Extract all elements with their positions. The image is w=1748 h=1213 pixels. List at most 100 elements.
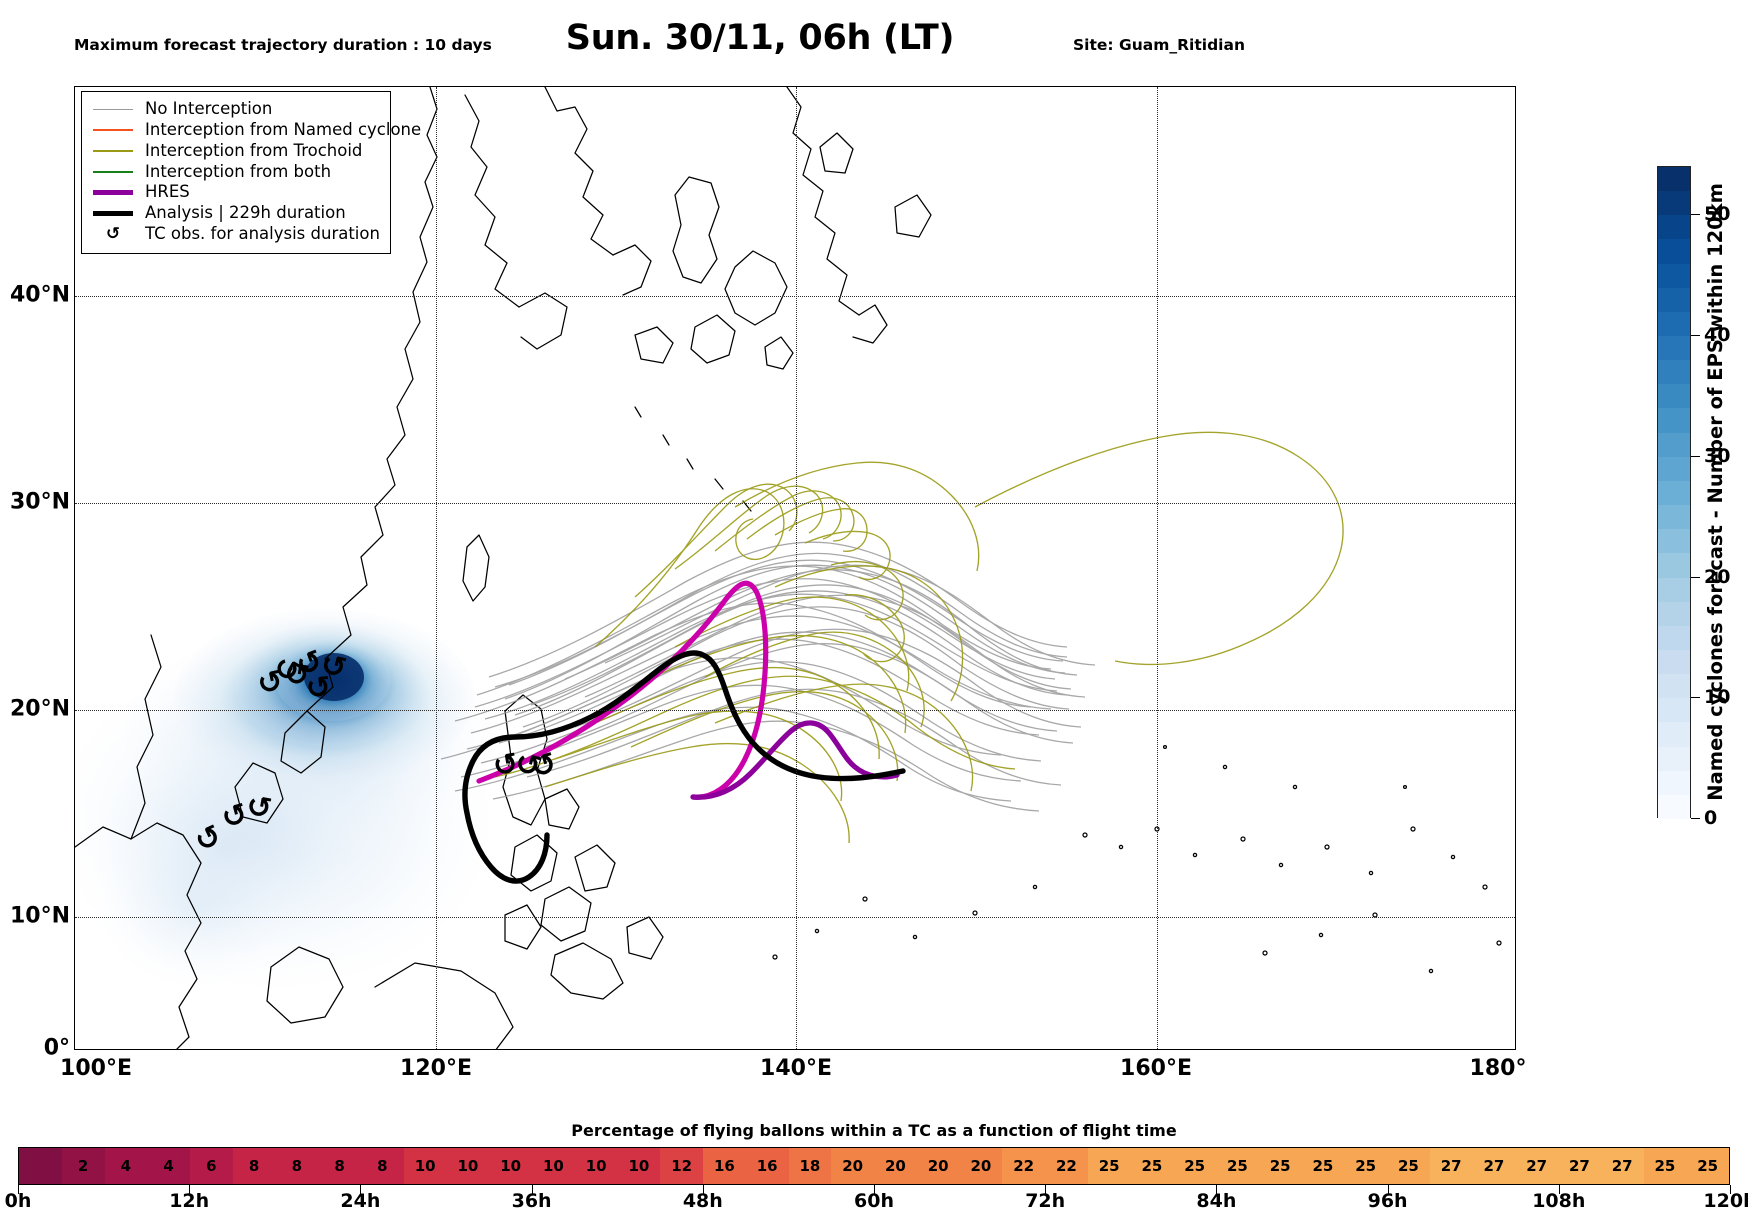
eps-colorbar-segment xyxy=(1658,625,1690,650)
tc-percentage-cell: 8 xyxy=(275,1148,319,1184)
tc-percentage-tick-label: 72h xyxy=(1025,1190,1066,1212)
tc-percentage-tick-label: 12h xyxy=(169,1190,210,1212)
eps-colorbar-segment xyxy=(1658,577,1690,602)
tc-percentage-cell: 27 xyxy=(1429,1148,1473,1184)
eps-colorbar-title: Named cyclones forecast - Number of EPS … xyxy=(1703,183,1727,801)
map-legend[interactable]: No Interception Interception from Named … xyxy=(81,91,421,254)
tc-percentage-tick xyxy=(1558,1185,1560,1194)
tc-percentage-cell: 25 xyxy=(1216,1148,1259,1184)
ytick-label-30N: 30°N xyxy=(9,489,70,514)
legend-item-no-interception[interactable]: No Interception xyxy=(91,99,381,120)
header-line-max-duration: Maximum forecast trajectory duration : 1… xyxy=(74,36,492,55)
legend-label-no-interception: No Interception xyxy=(145,99,273,119)
eps-colorbar-tick xyxy=(1691,335,1700,337)
tc-percentage-cell: 2 xyxy=(61,1148,105,1184)
tc-percentage-tick-label: 108h xyxy=(1532,1190,1586,1212)
coastlines xyxy=(75,87,1502,1049)
tc-percentage-tick-label: 60h xyxy=(854,1190,894,1212)
eps-colorbar-segment xyxy=(1658,674,1690,699)
tc-percentage-tick-label: 84h xyxy=(1196,1190,1237,1212)
tc-percentage-cell: 22 xyxy=(1045,1148,1088,1184)
tc-percentage-cell: 25 xyxy=(1344,1148,1387,1184)
legend-label-both: Interception from both xyxy=(145,161,332,181)
map-plot-area[interactable]: ↺ ↺ ↺ ↺ ↺ ↺ ↺ ↺ ↺ ↺ ↺ ↺ xyxy=(74,86,1516,1050)
eps-colorbar-tick-label: 50 xyxy=(1704,203,1731,226)
legend-item-analysis[interactable]: Analysis | 229h duration xyxy=(91,203,381,224)
gridline-lon-140 xyxy=(796,87,797,1049)
tc-obs-icon: ↺ xyxy=(105,223,121,244)
eps-colorbar-segment xyxy=(1658,480,1690,506)
xtick-label-160E: 160°E xyxy=(1120,1056,1192,1081)
eps-colorbar-segment xyxy=(1658,408,1690,433)
tc-percentage-tick-label: 48h xyxy=(682,1190,723,1212)
tc-percentage-tick xyxy=(702,1185,704,1194)
tc-percentage-tick-label: 120h xyxy=(1703,1190,1748,1212)
tc-percentage-colorbar[interactable]: 2 4 4 6 8 8 8 8 10 10 10 10 10 10 12 16 16 18 20 20 20 20 22 22… xyxy=(18,1147,1731,1194)
eps-colorbar[interactable]: 0 10 20 30 40 50 xyxy=(1657,166,1730,829)
svg-text:↺: ↺ xyxy=(244,788,275,827)
eps-colorbar-segment xyxy=(1658,263,1690,288)
legend-label-tc-obs: TC obs. for analysis duration xyxy=(145,223,380,243)
xtick-label-100E: 100°E xyxy=(60,1056,132,1081)
legend-item-tc-obs[interactable]: ↺ TC obs. for analysis duration xyxy=(91,224,381,245)
eps-colorbar-gradient xyxy=(1657,166,1691,819)
eps-colorbar-segment xyxy=(1658,794,1690,819)
tc-percentage-cell: 25 xyxy=(1173,1148,1216,1184)
eps-colorbar-segment xyxy=(1658,384,1690,409)
eps-colorbar-segment xyxy=(1658,456,1690,481)
eps-colorbar-segment xyxy=(1658,191,1690,216)
tc-percentage-cell: 25 xyxy=(1387,1148,1430,1184)
eps-colorbar-tick xyxy=(1691,818,1700,819)
legend-item-both[interactable]: Interception from both xyxy=(91,161,381,182)
legend-swatch-analysis xyxy=(91,211,135,216)
legend-swatch-both xyxy=(91,170,135,173)
tc-percentage-colorbar-title: Percentage of flying ballons within a TC… xyxy=(571,1121,1177,1140)
header-line-site: Site: Guam_Ritidian xyxy=(1073,36,1245,55)
analysis-track xyxy=(462,650,906,884)
legend-item-hres[interactable]: HRES xyxy=(91,182,381,203)
tc-percentage-cell xyxy=(19,1148,62,1184)
tc-percentage-cell: 18 xyxy=(788,1148,832,1184)
legend-item-named-cyclone[interactable]: Interception from Named cyclone xyxy=(91,120,421,141)
tc-percentage-cell: 12 xyxy=(660,1148,703,1184)
legend-label-hres: HRES xyxy=(145,182,190,202)
tc-percentage-tick xyxy=(1387,1185,1389,1194)
tc-percentage-tick xyxy=(1730,1185,1731,1194)
legend-swatch-trochoid xyxy=(91,150,135,152)
tc-percentage-cell: 10 xyxy=(532,1148,575,1184)
tc-percentage-tick-label: 36h xyxy=(511,1190,552,1212)
eps-colorbar-segment xyxy=(1658,432,1690,457)
eps-colorbar-segment xyxy=(1658,553,1690,578)
eps-colorbar-tick-label: 10 xyxy=(1704,686,1731,709)
map-graphics: ↺ ↺ ↺ ↺ ↺ ↺ ↺ ↺ ↺ ↺ ↺ ↺ xyxy=(75,87,1502,1049)
legend-item-trochoid[interactable]: Interception from Trochoid xyxy=(91,141,381,162)
eps-colorbar-tick xyxy=(1691,697,1700,699)
tc-percentage-tick xyxy=(531,1185,533,1194)
eps-colorbar-segment xyxy=(1658,746,1690,771)
eps-tracks-trochoid xyxy=(494,431,1344,844)
eps-colorbar-tick-label: 20 xyxy=(1704,565,1731,588)
eps-colorbar-tick xyxy=(1691,214,1700,216)
eps-colorbar-segment xyxy=(1658,311,1690,337)
ytick-label-10N: 10°N xyxy=(9,903,70,928)
tc-percentage-cell: 27 xyxy=(1558,1148,1601,1184)
svg-text:↺: ↺ xyxy=(490,746,521,785)
page-title: Sun. 30/11, 06h (LT) xyxy=(565,18,955,58)
gridline-lat-10 xyxy=(75,916,1515,918)
hres-track xyxy=(476,580,769,800)
tc-percentage-cell: 25 xyxy=(1686,1148,1729,1184)
tc-percentage-tick xyxy=(1216,1185,1218,1194)
legend-label-named-cyclone: Interception from Named cyclone xyxy=(145,119,422,139)
tc-percentage-cell: 20 xyxy=(959,1148,1003,1184)
legend-swatch-no-interception xyxy=(91,108,135,111)
eps-colorbar-segment xyxy=(1658,360,1690,385)
gridline-lat-20 xyxy=(75,709,1515,711)
tc-percentage-colorbar-cells: 2 4 4 6 8 8 8 8 10 10 10 10 10 10 12 16 16 18 20 20 20 20 22 22… xyxy=(18,1147,1730,1185)
gridline-lon-160 xyxy=(1156,87,1158,1049)
tc-percentage-tick-label: 0h xyxy=(4,1190,32,1212)
eps-colorbar-segment xyxy=(1658,287,1690,312)
gridline-lat-30 xyxy=(75,502,1515,504)
eps-colorbar-tick-label: 40 xyxy=(1704,324,1731,347)
map-canvas: ↺ ↺ ↺ ↺ ↺ ↺ ↺ ↺ ↺ ↺ ↺ ↺ xyxy=(75,87,1515,1049)
tc-percentage-tick-label: 24h xyxy=(340,1190,381,1212)
